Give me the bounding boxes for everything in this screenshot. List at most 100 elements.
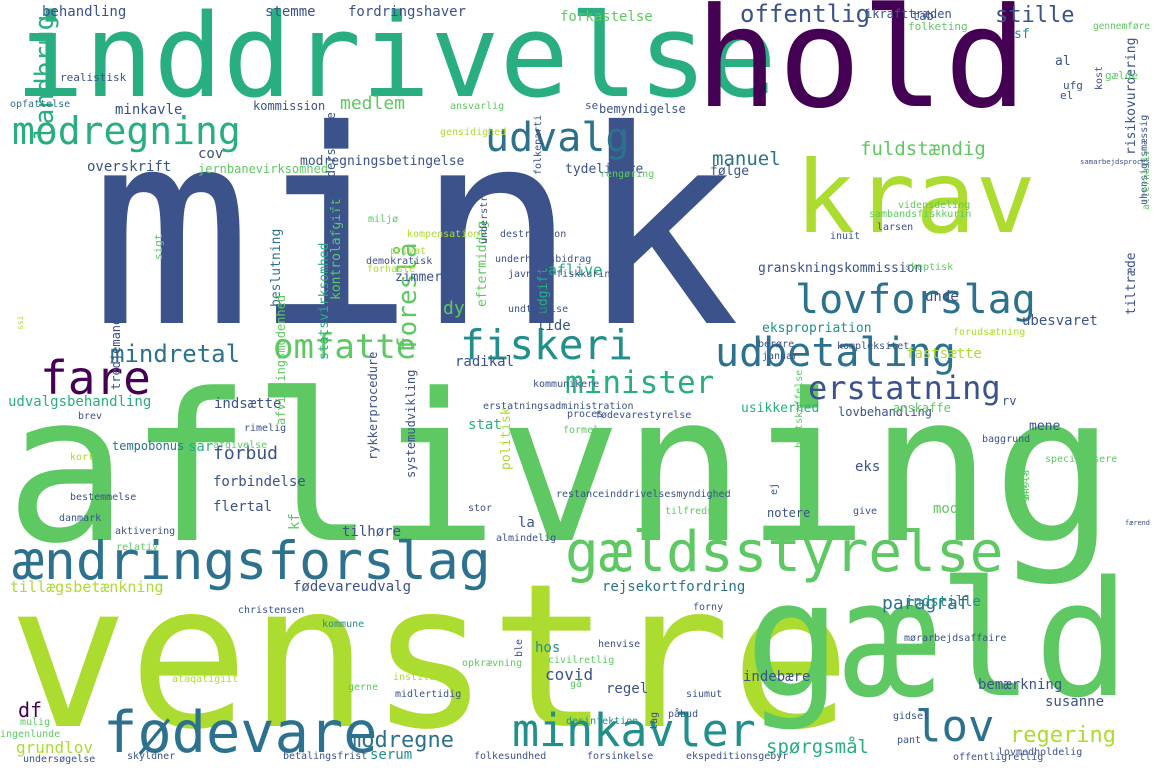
cloud-word: behandling [42, 4, 127, 20]
cloud-word: kommunikere [533, 379, 600, 390]
cloud-word: mod [933, 501, 959, 517]
cloud-word: undtagelse [508, 304, 569, 315]
cloud-word: civilretlig [548, 655, 615, 666]
cloud-word: ssi [16, 315, 25, 330]
cloud-word: lovmedholdelig [998, 747, 1083, 758]
cloud-word: gældsstyrelse [565, 520, 1004, 585]
cloud-word: christensen [238, 605, 305, 616]
cloud-word: lide [537, 318, 571, 334]
cloud-word: midlertidig [395, 689, 462, 700]
cloud-word: kommission [253, 99, 326, 113]
cloud-word: fastsætte [906, 346, 982, 362]
cloud-word: gensidighed [440, 127, 507, 138]
cloud-word: forbindelse [213, 474, 306, 490]
cloud-word: rejsekortfordring [602, 579, 746, 595]
cloud-word: januar [762, 351, 799, 362]
cloud-word: systemudvikling [404, 369, 418, 478]
cloud-word: henvise [598, 639, 641, 650]
cloud-word: bortskaffelse [794, 369, 805, 448]
cloud-word: miljø [368, 214, 399, 225]
cloud-word: understrege [479, 177, 490, 244]
cloud-word: hold [695, 0, 1028, 139]
cloud-word: forkastelse [560, 9, 653, 25]
cloud-word: formel [563, 425, 600, 436]
cloud-word: privat [390, 246, 427, 257]
cloud-word: mene [1029, 419, 1061, 434]
cloud-word: regering [1010, 723, 1116, 748]
cloud-word: gerne [348, 682, 379, 693]
cloud-word: tag [649, 711, 660, 730]
cloud-word: minkavle [115, 102, 183, 118]
cloud-word: aflive [548, 261, 603, 279]
cloud-word: påbud [668, 709, 699, 720]
cloud-word: lovforslag [795, 277, 1036, 323]
cloud-word: bemyndigelse [599, 102, 686, 116]
cloud-word: kompensation [407, 229, 480, 240]
cloud-word: omfatte [273, 327, 417, 367]
cloud-word: la [518, 515, 535, 531]
cloud-word: tillægsbetænkning [10, 578, 164, 596]
cloud-word: cov [198, 146, 224, 162]
cloud-word: manuel [712, 148, 781, 170]
cloud-word: el [1060, 89, 1074, 102]
cloud-word: ataqatigiit [172, 674, 239, 685]
cloud-word: udvalg [485, 115, 630, 161]
cloud-word: stille [995, 3, 1075, 28]
cloud-word: bemærkning [978, 677, 1063, 693]
cloud-word: grundlov [16, 738, 94, 757]
cloud-word: ekspropriation [762, 321, 872, 336]
cloud-word: give [853, 506, 878, 517]
cloud-word: danmark [59, 513, 102, 524]
cloud-word: realistisk [60, 71, 127, 84]
cloud-word: dy [443, 298, 465, 319]
cloud-word: ændringsforslag [12, 531, 491, 592]
cloud-word: mulig [20, 717, 51, 728]
cloud-word: folketing [908, 20, 968, 33]
cloud-word: notere [767, 506, 811, 520]
cloud-word: regel [606, 681, 649, 697]
cloud-word: gæld [745, 546, 1131, 733]
cloud-word: paragraf [882, 593, 969, 614]
cloud-word: brev [78, 411, 103, 422]
cloud-word: rengøring [600, 169, 655, 180]
cloud-word: systemunderstøtte [324, 112, 338, 235]
cloud-word: afviklingsmodenhed [274, 294, 288, 425]
cloud-word: tydeligere [565, 162, 644, 177]
cloud-word: overskrift [87, 159, 172, 175]
cloud-word: proces [567, 409, 604, 420]
cloud-word: sf [1014, 27, 1030, 42]
cloud-word: bestemmelse [70, 492, 137, 503]
cloud-word: tilfreds [665, 506, 714, 517]
cloud-word: modregningsbetingelse [300, 154, 465, 169]
cloud-word: eks [855, 459, 881, 475]
cloud-word: ingenlunde [0, 729, 61, 740]
cloud-word: forgæves [1019, 471, 1030, 520]
cloud-word: tempobonus [112, 439, 185, 453]
cloud-word: krav [795, 139, 1036, 256]
cloud-word: restanceinddrivelsesmyndighed [556, 489, 731, 500]
cloud-word: stat [468, 417, 502, 433]
cloud-word: erstatning [808, 369, 1001, 407]
cloud-word: opkrævning [462, 658, 523, 669]
cloud-word: spørgsmål [766, 736, 869, 758]
cloud-word: tab [912, 9, 934, 23]
cloud-word: stemme [265, 4, 316, 20]
cloud-word: indebære [743, 669, 811, 685]
cloud-word: fordringshaver [348, 4, 467, 20]
cloud-word: fuldstændig [860, 138, 986, 160]
cloud-word: institut [393, 672, 442, 683]
cloud-word: rykkerprocedure [366, 351, 380, 460]
cloud-word: fødevare [103, 700, 378, 766]
cloud-word: rv [1002, 394, 1017, 408]
cloud-word: granskningskommission [758, 261, 923, 276]
cloud-word: modregne [348, 728, 454, 753]
cloud-word: offentlig [740, 0, 871, 28]
cloud-word: mink [90, 72, 741, 387]
cloud-word: larsen [877, 222, 914, 233]
cloud-word: gidsel [893, 711, 930, 722]
cloud-word: rimelig [244, 423, 287, 434]
cloud-word: politisk [499, 407, 514, 470]
cloud-word: destruktion [500, 229, 567, 240]
cloud-word: ufg [1063, 79, 1083, 92]
